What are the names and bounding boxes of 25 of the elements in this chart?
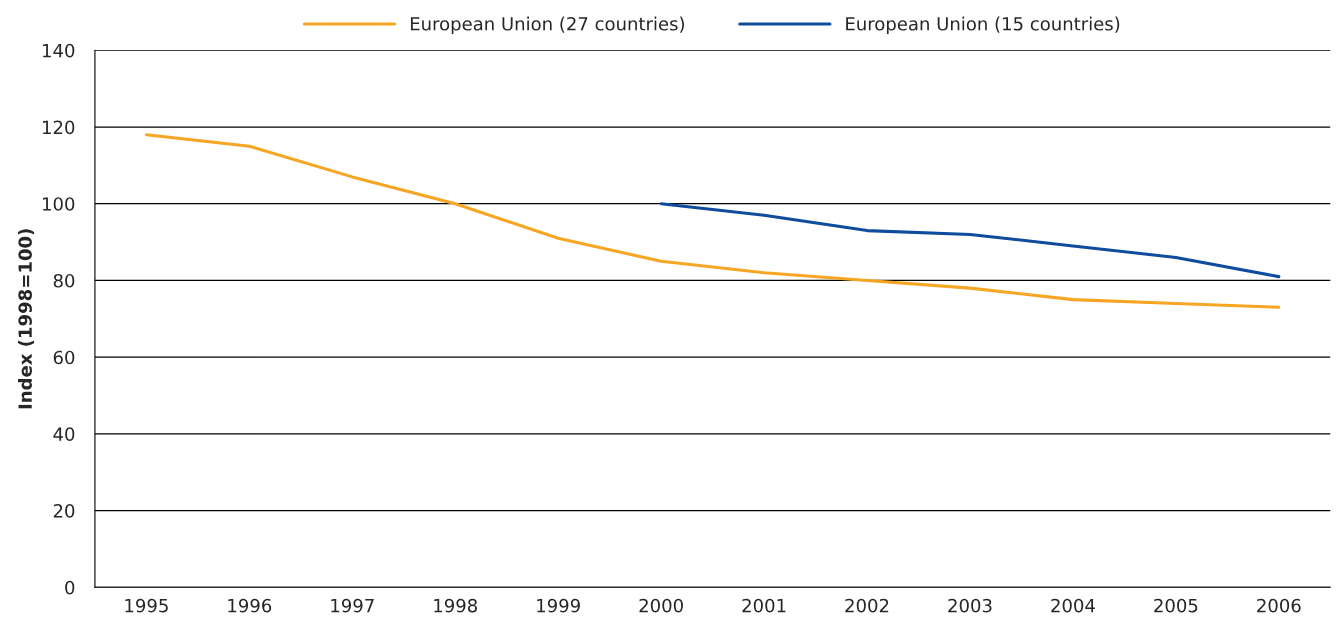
x-tick-label: 2000 (639, 598, 683, 613)
legend-label: European Union (15 countries) (846, 16, 1120, 35)
line-series (144, 133, 1281, 309)
y-tick-label: 20 (53, 504, 75, 518)
y-tick-label: 60 (53, 350, 75, 365)
x-tick-label: 1997 (331, 598, 374, 613)
legend-label: European Union (27 countries) (410, 16, 684, 35)
x-tick-label: 1995 (125, 598, 168, 613)
x-tick-label: 1999 (537, 598, 580, 613)
y-tick-label: 80 (53, 273, 75, 288)
x-tick-label: 1998 (434, 598, 477, 613)
x-tick-label: 2006 (1257, 598, 1301, 613)
x-tick-label: 2005 (1154, 598, 1198, 613)
x-tick-label: 1996 (228, 598, 272, 613)
y-tick-label: 140 (43, 43, 75, 58)
y-axis-title: Index (1998=100) (17, 229, 35, 409)
y-tick-label: 0 (65, 580, 75, 595)
y-tick-label: 40 (53, 427, 75, 441)
y-tick-label: 120 (43, 120, 75, 135)
x-tick-label: 2003 (948, 598, 992, 613)
x-tick-label: 2004 (1051, 598, 1095, 613)
y-tick-label: 100 (43, 197, 75, 211)
line-series (659, 202, 1281, 279)
x-tick-label: 2002 (845, 598, 889, 613)
x-tick-label: 2001 (742, 598, 786, 613)
